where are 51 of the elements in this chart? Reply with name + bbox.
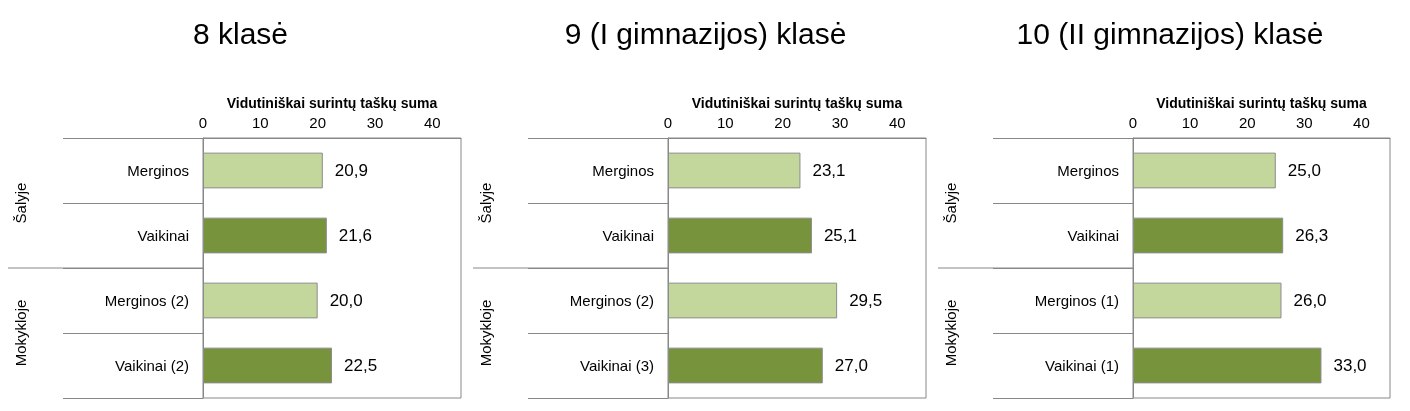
x-tick-label: 20: [774, 114, 792, 131]
y-tick-label: Vaikinai: [1067, 227, 1119, 244]
y-tick-label: Vaikinai (2): [115, 357, 189, 374]
x-tick-label: 10: [716, 114, 734, 131]
data-label: 22,5: [344, 356, 378, 375]
x-tick-label: 40: [1353, 114, 1370, 131]
x-tick-label: 30: [1295, 114, 1313, 131]
x-axis-title: Vidutiniškai surintų taškų suma: [226, 95, 438, 111]
text: Mokykloje: [941, 299, 959, 367]
text: Mokykloje: [476, 299, 494, 367]
x-tick-label: 10: [1181, 114, 1199, 131]
x-tick-label: 30: [366, 114, 384, 131]
y-tick-label: Vaikinai: [602, 227, 654, 244]
x-tick-label: 30: [831, 114, 849, 131]
data-label: 26,0: [1293, 291, 1327, 310]
y-tick-label: Merginos: [127, 162, 189, 179]
y-tick-label: Merginos: [592, 162, 654, 179]
data-label: 27,0: [834, 356, 868, 375]
y-tick-label: Vaikinai: [137, 227, 189, 244]
text: Šalyje: [941, 182, 959, 224]
x-axis-title: Vidutiniškai surintų taškų suma: [691, 95, 903, 111]
x-tick-label: 20: [309, 114, 327, 131]
y-tick-label: Vaikinai (3): [580, 357, 654, 374]
chart-title: 8 klasė: [192, 16, 289, 50]
y-tick-label: Merginos: [1057, 162, 1119, 179]
data-label: 21,6: [338, 226, 372, 245]
data-label: 33,0: [1333, 356, 1367, 375]
data-label: 25,1: [823, 226, 857, 245]
chart-title: 9 (I gimnazijos) klasė: [564, 16, 847, 50]
x-tick-label: 10: [251, 114, 269, 131]
x-tick-label: 0: [198, 114, 208, 131]
x-tick-label: 40: [423, 114, 441, 131]
x-tick-label: 40: [888, 114, 906, 131]
data-label: 26,3: [1295, 226, 1329, 245]
y-tick-label: Merginos (2): [104, 292, 189, 309]
x-axis-title: Vidutiniškai surintų taškų suma: [1156, 95, 1367, 111]
text: Mokykloje: [11, 299, 29, 367]
text: Šalyje: [11, 182, 29, 224]
data-label: 20,0: [329, 291, 363, 310]
y-tick-label: Merginos (1): [1034, 292, 1119, 309]
data-label: 20,9: [334, 161, 368, 180]
x-tick-label: 0: [1128, 114, 1138, 131]
y-tick-label: Merginos (2): [569, 292, 654, 309]
data-label: 25,0: [1287, 161, 1321, 180]
data-label: 23,1: [812, 161, 846, 180]
chart-title: 10 (II gimnazijos) klasė: [1016, 16, 1324, 50]
data-label: 29,5: [849, 291, 883, 310]
x-tick-label: 20: [1238, 114, 1256, 131]
text: Šalyje: [476, 182, 494, 224]
y-tick-label: Vaikinai (1): [1045, 357, 1119, 374]
x-tick-label: 0: [663, 114, 673, 131]
